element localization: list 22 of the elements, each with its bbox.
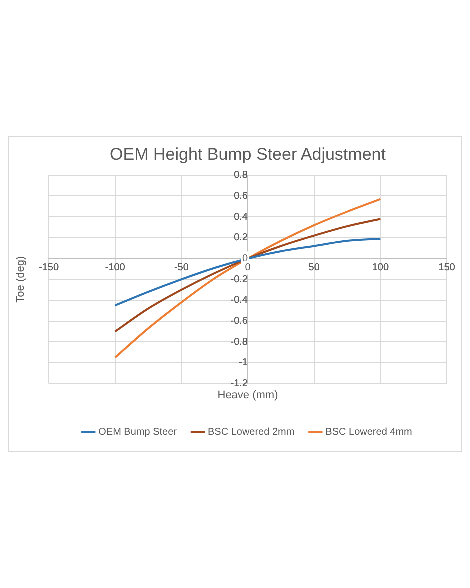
x-tick-label: 50 [308, 262, 320, 274]
x-tick-label: 100 [372, 262, 390, 274]
y-tick-label: 0.8 [234, 170, 248, 182]
x-tick-label: -100 [105, 262, 126, 274]
x-tick-label: -150 [38, 262, 60, 274]
y-tick-label: 0.4 [234, 212, 248, 223]
y-tick-label: 0.2 [234, 232, 248, 244]
y-tick-label: -0.8 [230, 336, 248, 348]
legend-label: OEM Bump Steer [98, 426, 178, 438]
x-tick-label: 150 [438, 262, 456, 274]
chart-title: OEM Height Bump Steer Adjustment [110, 144, 386, 164]
y-tick-label: -1 [239, 358, 248, 369]
y-tick-label: -1.2 [230, 378, 248, 390]
y-tick-label: -0.2 [230, 274, 248, 286]
legend-label: BSC Lowered 4mm [326, 426, 412, 438]
y-axis-title: Toe (deg) [15, 256, 28, 303]
y-tick-label: 0.6 [234, 190, 248, 202]
x-axis-title: Heave (mm) [218, 389, 278, 402]
y-tick-label: -0.6 [230, 316, 248, 328]
legend-label: BSC Lowered 2mm [208, 426, 295, 438]
x-tick-label: -50 [174, 262, 190, 274]
y-tick-label: -0.4 [230, 295, 248, 306]
